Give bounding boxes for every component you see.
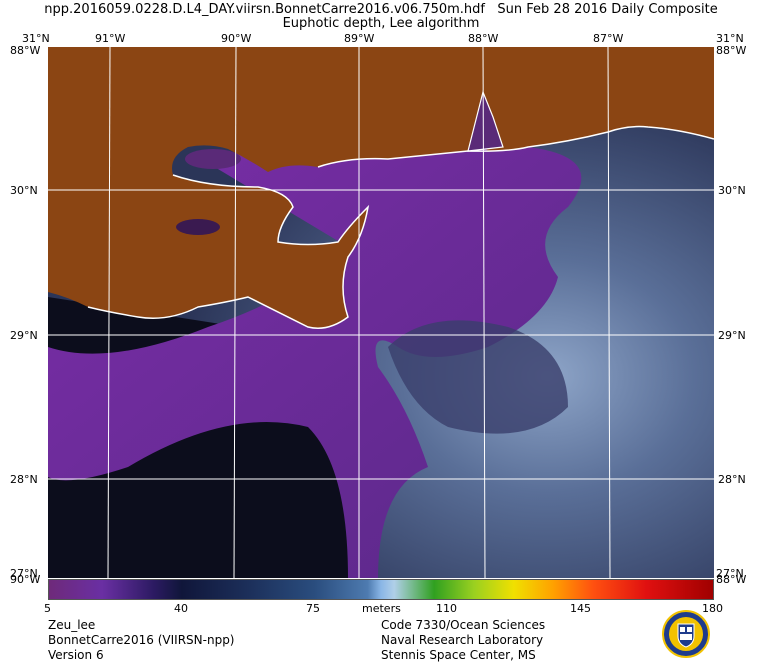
lon-label-87: 87°W	[593, 32, 624, 45]
river-plume	[48, 143, 582, 578]
colorbar-tick-5: 5	[44, 602, 51, 615]
colorbar-tick-110: 110	[436, 602, 457, 615]
lat-label-30-left: 30°N	[10, 184, 38, 197]
lon-label-88: 88°W	[468, 32, 499, 45]
meridian-90w	[233, 47, 237, 578]
mixing-zone	[388, 320, 568, 434]
corner-label-top-left: 88°W	[10, 44, 41, 57]
date-text: Sun Feb 28 2016 Daily Composite	[497, 2, 718, 17]
lat-label-28-right: 28°N	[718, 473, 746, 486]
lake-salvador	[176, 219, 220, 235]
map-title: npp.2016059.0228.D.L4_DAY.viirsn.BonnetC…	[0, 2, 762, 17]
lon-label-89: 89°W	[344, 32, 375, 45]
corner-label-bottom-left: 90°W	[10, 573, 41, 586]
colorbar-tick-145: 145	[570, 602, 591, 615]
lat-top-label-right: 31°N	[716, 32, 744, 45]
footer-center: Code 7330/Ocean Sciences Naval Research …	[381, 618, 545, 663]
colorbar-unit: meters	[362, 602, 401, 615]
colorbar-tick-180: 180	[702, 602, 723, 615]
mobile-bay	[467, 90, 504, 152]
lat-label-30-right: 30°N	[718, 184, 746, 197]
lat-bottom-label-right: 27°N	[716, 567, 744, 580]
version-text: Version 6	[48, 648, 104, 662]
corner-label-top-right: 88°W	[716, 44, 747, 57]
map-svg	[48, 47, 714, 578]
lat-top-label: 31°N	[22, 32, 50, 45]
lat-label-29-right: 29°N	[718, 329, 746, 342]
dataset-name: BonnetCarre2016 (VIIRSN-npp)	[48, 633, 235, 647]
colorbar-tick-75: 75	[306, 602, 320, 615]
colorbar-tick-40: 40	[174, 602, 188, 615]
coastline-east	[317, 125, 714, 168]
lat-bottom-label-left: 27°N	[10, 567, 38, 580]
lon-label-91: 91°W	[95, 32, 126, 45]
lon-label-90: 90°W	[221, 32, 252, 45]
meridian-91w	[107, 47, 111, 578]
meridian-87w	[607, 47, 611, 578]
org-code: Code 7330/Ocean Sciences	[381, 618, 546, 632]
graticule	[48, 47, 714, 578]
corner-label-bottom-right: 88°W	[716, 573, 747, 586]
filename-text: npp.2016059.0228.D.L4_DAY.viirsn.BonnetC…	[44, 2, 485, 17]
colorbar	[48, 579, 714, 600]
lat-label-29-left: 29°N	[10, 329, 38, 342]
org-location: Stennis Space Center, MS	[381, 648, 536, 662]
org-name: Naval Research Laboratory	[381, 633, 544, 647]
footer-left: Zeu_lee BonnetCarre2016 (VIIRSN-npp) Ver…	[48, 618, 235, 663]
map-subtitle: Euphotic depth, Lee algorithm	[282, 16, 480, 31]
meridian-88w	[482, 47, 486, 578]
nrl-seal-icon	[662, 610, 710, 658]
map-image	[48, 47, 714, 578]
land-area	[48, 47, 714, 329]
lake-pontchartrain	[185, 149, 241, 169]
product-name: Zeu_lee	[48, 618, 96, 632]
lat-label-28-left: 28°N	[10, 473, 38, 486]
coastline-delta	[87, 174, 370, 329]
